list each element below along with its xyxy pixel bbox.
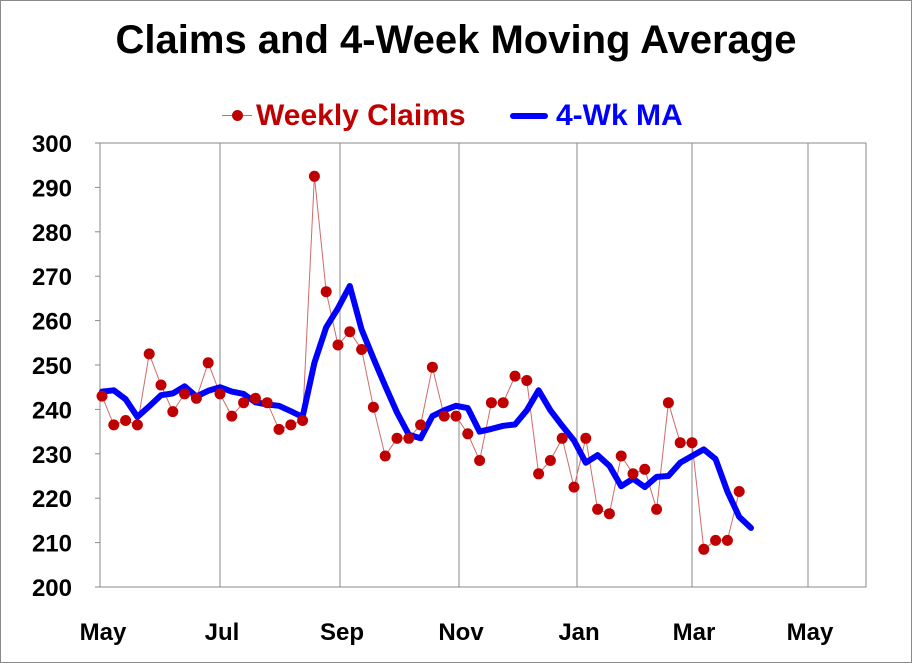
weekly-claims-point (556, 432, 568, 444)
weekly-claims-point (308, 170, 320, 182)
y-tick-label: 230 (32, 442, 72, 469)
weekly-claims-point (533, 468, 545, 480)
weekly-claims-point (226, 410, 238, 422)
weekly-claims-point (273, 423, 285, 435)
y-tick-label: 250 (32, 353, 72, 380)
weekly-claims-point (297, 415, 309, 426)
weekly-claims-point (332, 339, 344, 351)
weekly-claims-point (662, 397, 674, 409)
weekly-claims-point (108, 419, 120, 431)
weekly-claims-point (426, 361, 438, 373)
y-tick-label: 300 (32, 131, 72, 158)
weekly-claims-point (580, 432, 592, 444)
weekly-claims-point (521, 375, 533, 386)
weekly-claims-point (603, 508, 615, 520)
weekly-claims-point (462, 428, 474, 440)
weekly-claims-point (214, 388, 226, 400)
weekly-claims-point (167, 406, 179, 418)
y-tick-label: 290 (32, 175, 72, 202)
weekly-claims-point (379, 450, 391, 462)
weekly-claims-point (367, 401, 379, 413)
legend-item-4wk-ma: 4-Wk MA (510, 96, 683, 136)
weekly-claims-point (450, 410, 462, 422)
weekly-claims-point (544, 455, 556, 466)
weekly-claims-point (592, 503, 604, 515)
weekly-claims-point (639, 463, 651, 475)
legend-label-weekly-claims: Weekly Claims (256, 99, 466, 132)
chart-legend: Weekly Claims 4-Wk MA (0, 96, 912, 136)
weekly-claims-point (143, 348, 155, 360)
legend-marker-dot-icon (222, 96, 252, 136)
y-tick-label: 260 (32, 309, 72, 336)
chart-title: Claims and 4-Week Moving Average (115, 18, 797, 62)
y-tick-label: 210 (32, 531, 72, 558)
weekly-claims-point (285, 419, 297, 431)
weekly-claims-point (356, 344, 368, 355)
weekly-claims-point (474, 455, 486, 466)
x-tick-label: Sep (320, 619, 364, 646)
y-tick-label: 220 (32, 486, 72, 513)
weekly-claims-point (674, 437, 686, 449)
x-tick-label: Nov (438, 619, 484, 646)
weekly-claims-point (131, 419, 143, 431)
x-tick-label: Jan (558, 619, 599, 646)
weekly-claims-point (686, 437, 698, 449)
weekly-claims-point (698, 543, 710, 555)
y-tick-label: 240 (32, 397, 72, 424)
weekly-claims-point (733, 486, 745, 497)
plot-area (99, 142, 867, 588)
weekly-claims-point (261, 397, 273, 409)
weekly-claims-point (190, 392, 202, 404)
weekly-claims-point (615, 450, 627, 462)
weekly-claims-point (202, 357, 214, 369)
x-tick-label: Mar (673, 619, 716, 646)
weekly-claims-point (651, 503, 663, 515)
weekly-claims-point (415, 419, 427, 431)
x-tick-label: Jul (205, 619, 240, 646)
weekly-claims-point (721, 534, 733, 546)
weekly-claims-point (179, 388, 191, 400)
y-tick-label: 280 (32, 220, 72, 247)
weekly-claims-point (155, 379, 167, 391)
weekly-claims-point (485, 397, 497, 409)
weekly-claims-point (249, 392, 261, 404)
ma-line (99, 283, 754, 531)
y-tick-label: 200 (32, 575, 72, 602)
weekly-claims-point (120, 415, 132, 426)
x-tick-label: May (80, 619, 127, 646)
weekly-claims-line (101, 176, 740, 551)
weekly-claims-point (320, 286, 332, 298)
weekly-claims-point (627, 468, 639, 480)
legend-label-4wk-ma: 4-Wk MA (556, 99, 683, 132)
weekly-claims-point (344, 326, 356, 338)
weekly-claims-point (568, 481, 580, 493)
legend-item-weekly-claims: Weekly Claims (222, 96, 466, 136)
weekly-claims-point (438, 410, 450, 422)
weekly-claims-point (238, 397, 250, 409)
weekly-claims-point (509, 370, 521, 382)
weekly-claims-point (403, 432, 415, 444)
legend-marker-line-icon (510, 113, 548, 119)
weekly-claims-point (391, 432, 403, 444)
x-tick-label: May (787, 619, 834, 646)
y-tick-label: 270 (32, 264, 72, 291)
weekly-claims-point (710, 534, 722, 546)
weekly-claims-point (497, 397, 509, 409)
weekly-claims-point (96, 390, 108, 402)
